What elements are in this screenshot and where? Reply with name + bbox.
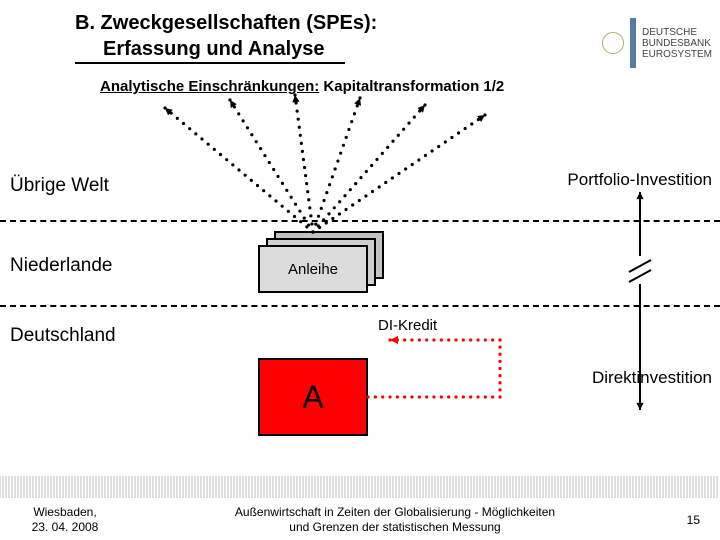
title-line2: Erfassung und Analyse	[75, 36, 377, 62]
page-number: 15	[660, 513, 720, 527]
logo-text: DEUTSCHE BUNDESBANK EUROSYSTEM	[642, 27, 712, 60]
tick-strip	[0, 476, 717, 498]
divider-2	[0, 305, 720, 307]
a-label: A	[302, 379, 323, 416]
label-portfolio-investition: Portfolio-Investition	[567, 170, 712, 190]
footer: Wiesbaden, 23. 04. 2008 Außenwirtschaft …	[0, 505, 720, 534]
region-niederlande: Niederlande	[10, 255, 112, 277]
logo-line1: DEUTSCHE	[642, 27, 712, 38]
subtitle-suffix: Kapitaltransformation 1/2	[319, 78, 504, 95]
region-uebrige-welt: Übrige Welt	[10, 175, 109, 197]
footer-title-line2: und Grenzen der statistischen Messung	[130, 520, 660, 534]
subtitle-prefix: Analytische Einschränkungen:	[100, 78, 319, 95]
logo-bar	[630, 18, 636, 68]
fan-arrows	[163, 93, 486, 233]
title-underline	[75, 62, 345, 64]
eurosystem-ring-icon	[602, 32, 624, 54]
anleihe-label: Anleihe	[288, 261, 338, 278]
footer-location: Wiesbaden,	[0, 505, 130, 519]
title-line1: B. Zweckgesellschaften (SPEs):	[75, 10, 377, 36]
label-direktinvestition: Direktinvestition	[592, 368, 712, 388]
logo-line2: BUNDESBANK	[642, 38, 712, 49]
anleihe-box: Anleihe	[258, 245, 368, 293]
region-deutschland: Deutschland	[10, 325, 116, 347]
footer-left: Wiesbaden, 23. 04. 2008	[0, 505, 130, 534]
footer-date: 23. 04. 2008	[0, 520, 130, 534]
divider-1	[0, 220, 720, 222]
di-kredit-arrow	[366, 336, 501, 399]
slide-subtitle: Analytische Einschränkungen: Kapitaltran…	[100, 78, 504, 95]
a-box: A	[258, 358, 368, 436]
footer-center: Außenwirtschaft in Zeiten der Globalisie…	[130, 505, 660, 534]
bundesbank-logo: DEUTSCHE BUNDESBANK EUROSYSTEM	[602, 18, 712, 68]
di-kredit-label: DI-Kredit	[378, 317, 437, 334]
logo-line3: EUROSYSTEM	[642, 49, 712, 60]
footer-title-line1: Außenwirtschaft in Zeiten der Globalisie…	[130, 505, 660, 519]
slide-title: B. Zweckgesellschaften (SPEs): Erfassung…	[75, 10, 377, 62]
